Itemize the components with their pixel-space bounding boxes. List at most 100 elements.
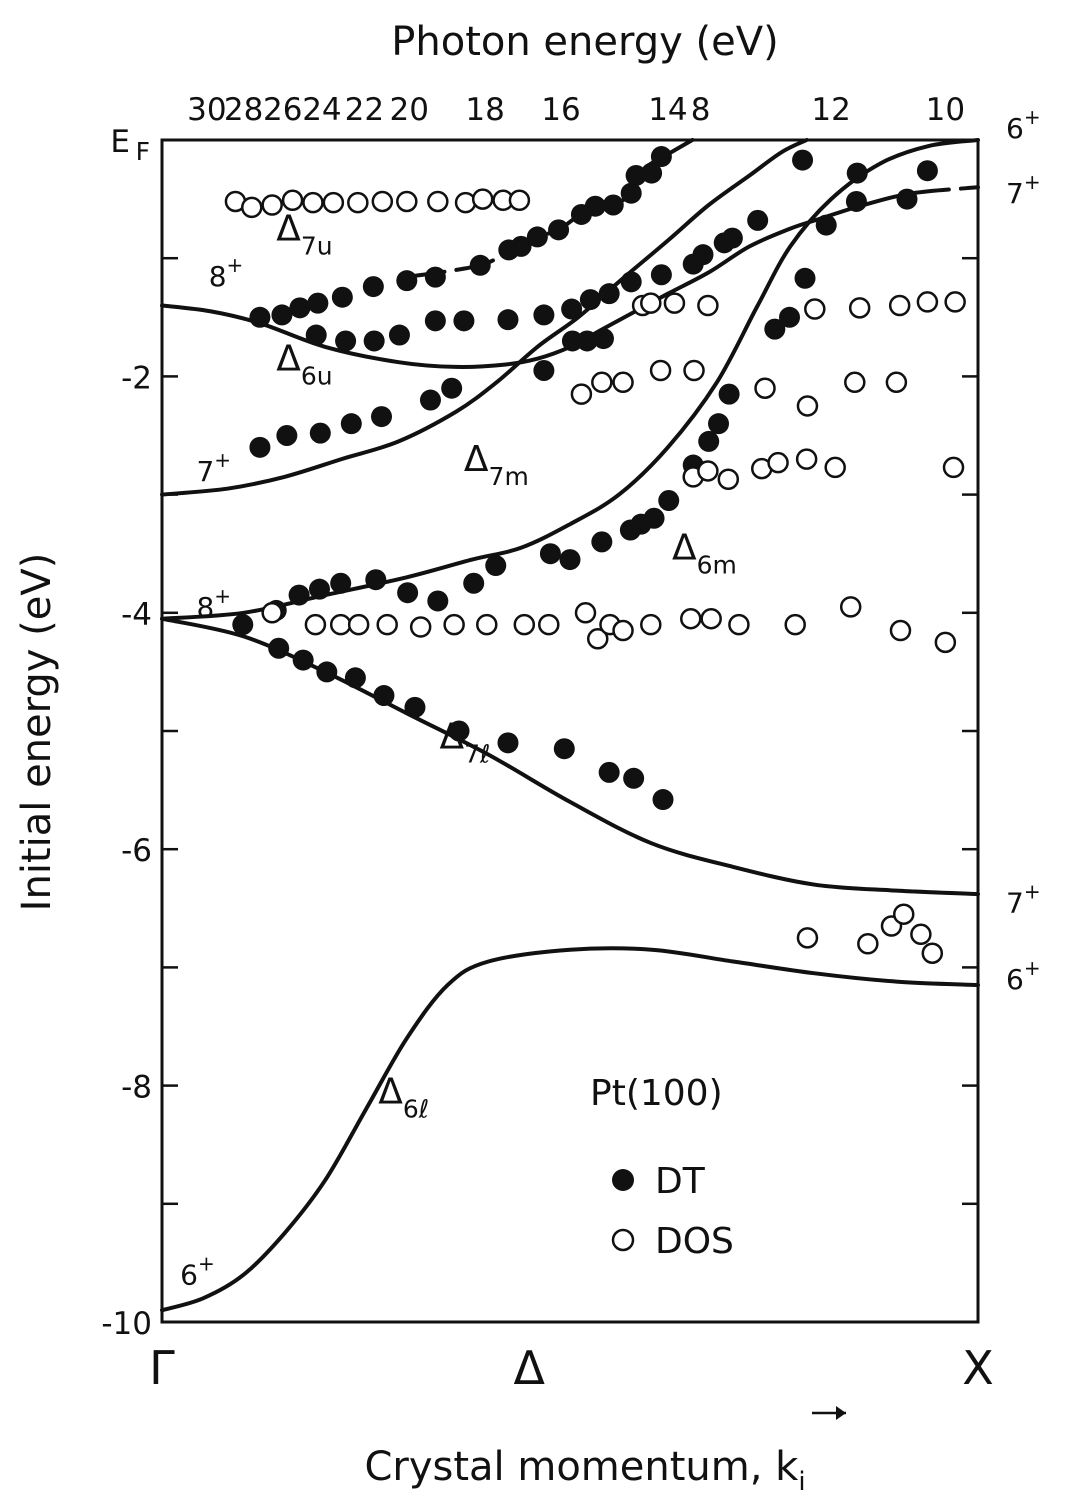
symmetry-label-number: 7 [1006, 886, 1024, 919]
dt-data-point [373, 685, 395, 707]
dos-data-point [697, 294, 719, 317]
dt-data-point [424, 266, 446, 288]
y-tick-label: E [110, 124, 130, 160]
dt-data-point [815, 214, 837, 236]
legend-marker-open [611, 1228, 635, 1252]
dt-data-point [533, 304, 555, 326]
legend-title: Pt(100) [590, 1073, 723, 1114]
dt-data-point [718, 383, 740, 405]
dos-data-point [700, 607, 722, 630]
symmetry-label: 8+ [209, 253, 244, 293]
dt-data-point [561, 330, 583, 352]
dos-data-point [347, 613, 370, 636]
dos-data-point [910, 923, 932, 946]
band-label-symbol: Δ [276, 338, 301, 379]
dt-data-point [388, 324, 410, 346]
dos-data-point [640, 613, 662, 636]
y-axis-title: Initial energy (eV) [14, 553, 60, 912]
dos-data-point [281, 189, 304, 212]
top-tick-label: 28 [224, 92, 263, 128]
dos-data-point [824, 456, 846, 479]
dos-data-point [857, 933, 879, 955]
top-tick-label: 22 [345, 92, 384, 128]
dt-data-point [598, 761, 620, 783]
dt-data-point [658, 490, 680, 512]
top-tick-label: 24 [302, 92, 341, 128]
dt-data-point [539, 543, 561, 565]
dt-data-point [652, 789, 674, 811]
dt-data-point [591, 531, 613, 553]
dt-data-point [271, 304, 293, 326]
dos-data-point [804, 298, 826, 320]
dt-data-point [510, 235, 532, 257]
legend-marker-filled [612, 1169, 634, 1191]
dt-data-point [305, 324, 327, 346]
top-tick-label: 26 [263, 92, 302, 128]
x-tick-label: Δ [513, 1341, 545, 1395]
dt-data-point [469, 254, 491, 276]
y-tick-label: -2 [121, 360, 152, 396]
dos-data-point [944, 291, 966, 313]
dt-data-point [292, 649, 314, 671]
dos-data-point [848, 297, 871, 319]
symmetry-label: 6+ [1006, 105, 1041, 145]
dt-data-point [424, 310, 446, 332]
band-label-subscript: 6u [301, 361, 333, 390]
dos-data-point [409, 616, 432, 638]
dos-data-point [427, 190, 449, 213]
symmetry-label-number: 8 [196, 591, 214, 624]
dt-data-point [330, 572, 352, 594]
dt-data-point [441, 377, 463, 399]
legend-entry-label: DT [655, 1161, 706, 1202]
dt-data-point [625, 164, 647, 186]
dt-data-point [335, 330, 357, 352]
dt-data-point [846, 162, 868, 184]
band-curve [812, 185, 980, 223]
dt-data-point [268, 637, 290, 659]
symmetry-label-superscript: + [1024, 105, 1041, 129]
dt-data-point [747, 209, 769, 231]
dt-data-point [307, 292, 329, 314]
dt-data-point [288, 584, 310, 606]
dos-data-point [454, 191, 477, 214]
dt-data-point [497, 309, 519, 331]
legend-entry-label: DOS [655, 1221, 734, 1262]
dos-data-point [371, 190, 394, 213]
dt-data-point [553, 738, 575, 760]
dt-data-point [289, 297, 311, 319]
dt-data-point [397, 582, 419, 604]
dt-data-point [344, 667, 366, 689]
band-label-symbol: Δ [464, 439, 489, 480]
dt-data-point [779, 306, 801, 328]
symmetry-label: 7+ [196, 448, 231, 488]
band-label: Δ7ℓ [439, 717, 490, 769]
dos-data-point [443, 613, 465, 636]
dos-data-point [570, 383, 593, 405]
symmetry-label-number: 7 [196, 455, 214, 488]
dos-data-point [683, 359, 705, 382]
y-tick-label: -8 [121, 1070, 152, 1106]
y-tick-label: -6 [121, 833, 152, 869]
symmetry-label: 8+ [196, 584, 231, 624]
dos-data-point [844, 371, 866, 394]
dos-data-point [767, 451, 789, 474]
top-tick-label: 20 [390, 92, 429, 128]
dt-data-point [708, 413, 730, 435]
band-label-symbol: Δ [439, 717, 464, 758]
dos-data-point [839, 596, 862, 618]
dt-data-point [331, 286, 353, 308]
symmetry-label: 7+ [1006, 879, 1041, 919]
dos-data-point [586, 628, 609, 650]
dos-data-point [728, 613, 750, 636]
dt-data-point [692, 244, 714, 266]
dt-data-point [721, 227, 743, 249]
y-tick-label: -10 [101, 1306, 152, 1342]
dos-data-point [513, 613, 536, 636]
dos-data-point [476, 613, 498, 636]
symmetry-label-superscript: + [214, 448, 231, 472]
band-label: Δ6m [672, 528, 737, 580]
dos-data-point [680, 607, 702, 630]
dt-data-point [792, 149, 814, 171]
dt-data-point [584, 195, 606, 217]
